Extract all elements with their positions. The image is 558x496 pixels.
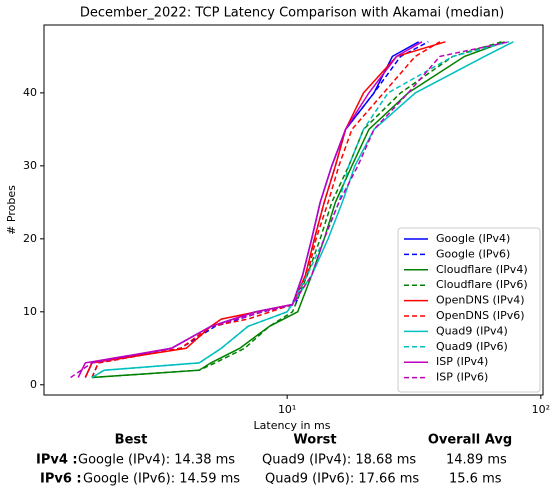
series-line <box>91 41 502 379</box>
chart-title: December_2022: TCP Latency Comparison wi… <box>80 6 504 21</box>
legend-label: ISP (IPv6) <box>436 371 488 384</box>
series-line <box>84 41 446 378</box>
legend-label: Quad9 (IPv6) <box>436 340 508 353</box>
summary-cell: Google (IPv6): 14.59 ms <box>83 472 240 487</box>
row-label: IPv6 : <box>40 472 82 487</box>
y-tick-label: 10 <box>23 305 37 318</box>
legend-label: OpenDNS (IPv6) <box>436 309 525 322</box>
y-axis-label: # Probes <box>5 185 18 235</box>
row-label: IPv4 : <box>36 453 78 468</box>
summary-cell: 15.6 ms <box>449 472 502 487</box>
legend-label: ISP (IPv4) <box>436 355 488 368</box>
x-tick-label: 10¹ <box>278 403 296 416</box>
summary-header: Overall Avg <box>428 433 512 448</box>
legend-label: Google (IPv4) <box>436 232 510 245</box>
summary-header: Worst <box>293 433 336 448</box>
summary-header: Best <box>115 433 148 448</box>
legend-label: Quad9 (IPv4) <box>436 324 508 337</box>
y-tick-label: 20 <box>23 232 37 245</box>
legend-label: Google (IPv6) <box>436 247 510 260</box>
x-tick-label: 10² <box>532 403 550 416</box>
legend-label: Cloudflare (IPv6) <box>436 278 528 291</box>
summary-cell: 14.89 ms <box>446 453 507 468</box>
series-line <box>91 41 429 378</box>
series-line <box>77 41 423 378</box>
legend-box <box>397 227 541 393</box>
legend-label: OpenDNS (IPv4) <box>436 294 525 307</box>
series-line <box>70 41 510 379</box>
y-tick-label: 30 <box>23 159 37 172</box>
summary-cell: Google (IPv4): 14.38 ms <box>78 453 235 468</box>
summary-cell: Quad9 (IPv6): 17.66 ms <box>265 472 419 487</box>
y-tick-label: 40 <box>23 86 37 99</box>
legend-label: Cloudflare (IPv4) <box>436 263 528 276</box>
y-tick-label: 0 <box>30 378 37 391</box>
series-line <box>91 41 510 379</box>
series-line <box>91 41 441 378</box>
x-axis-label: Latency in ms <box>254 419 331 432</box>
plot-frame <box>43 24 544 396</box>
summary-cell: Quad9 (IPv4): 18.68 ms <box>262 453 416 468</box>
